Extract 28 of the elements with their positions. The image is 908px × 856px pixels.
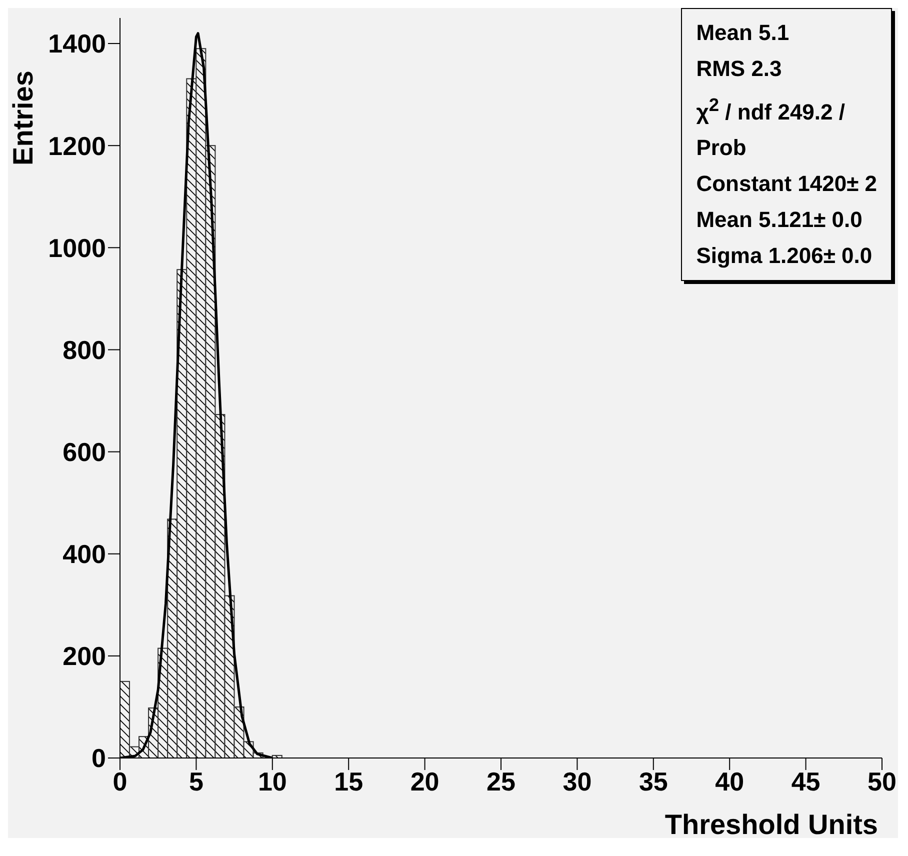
annotation: Mean 5.1 [696,19,790,47]
y-tick-label: 800 [62,334,106,365]
annotation: RMS 2.3 [696,55,783,83]
x-tick-label: 45 [791,766,820,796]
y-tick-label: 600 [62,437,106,468]
annotation: Prob [696,134,748,162]
x-tick-label: 50 [868,766,896,796]
annotation: Constant 1420± 2 [696,170,877,198]
annotation: Mean 5.121± 0.0 [696,206,864,234]
y-tick-label: 400 [62,539,106,570]
y-tick-label: 1200 [48,130,106,161]
x-tick-label: 10 [258,766,287,796]
x-tick-label: 25 [486,766,516,796]
y-tick-label: 1000 [48,232,106,263]
x-axis-title: Threshold Units [664,809,878,840]
x-tick-label: 20 [410,766,440,796]
y-axis-title: Entries [7,70,39,166]
x-tick-label: 0 [112,766,128,796]
x-tick-label: 40 [715,766,744,796]
y-tick-label: 0 [92,743,106,774]
x-tick-label: 15 [334,766,364,796]
annotation: Sigma 1.206± 0.0 [696,242,874,270]
annotation: χ$^{2}$ / ndf 249.2 / [696,93,846,126]
x-tick-label: 30 [562,766,592,796]
y-tick-label: 1400 [48,28,106,59]
y-tick-label: 200 [62,641,106,672]
x-tick-label: 5 [188,766,204,796]
x-tick-label: 35 [638,766,668,796]
